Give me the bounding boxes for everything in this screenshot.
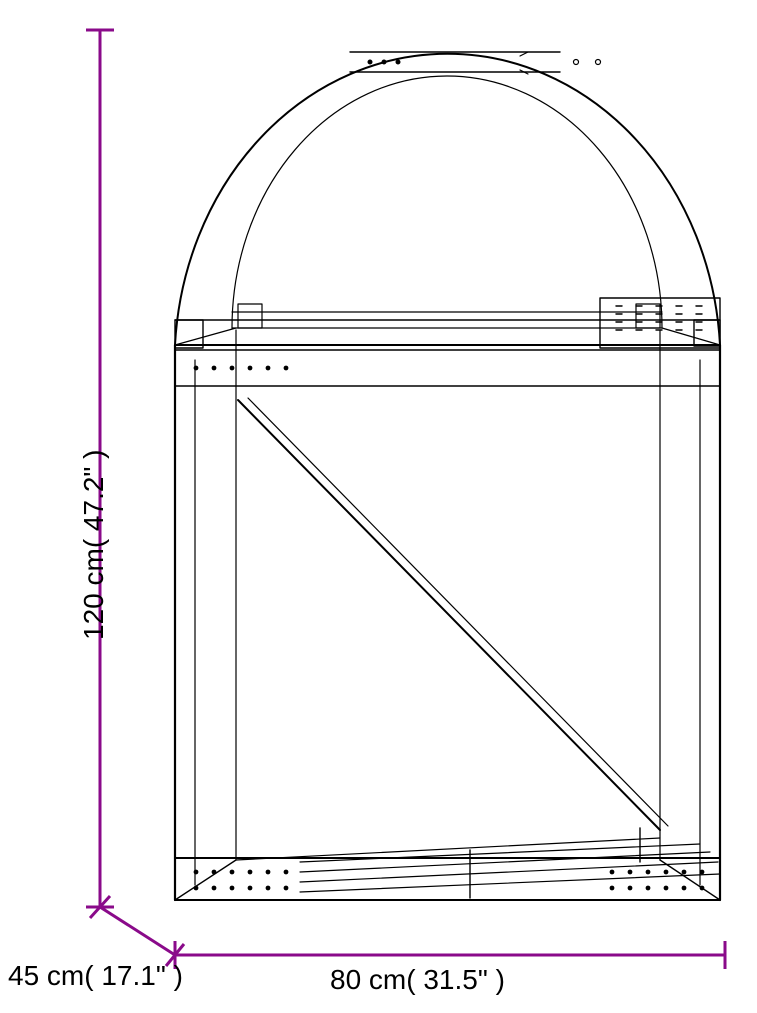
height-label: 120 cm( 47.2" ): [78, 450, 110, 640]
width-label: 80 cm( 31.5" ): [330, 964, 505, 996]
diagram-canvas: 120 cm( 47.2" ) 45 cm( 17.1" ) 80 cm( 31…: [0, 0, 757, 1013]
depth-label: 45 cm( 17.1" ): [8, 960, 183, 992]
dimension-lines: [0, 0, 757, 1013]
